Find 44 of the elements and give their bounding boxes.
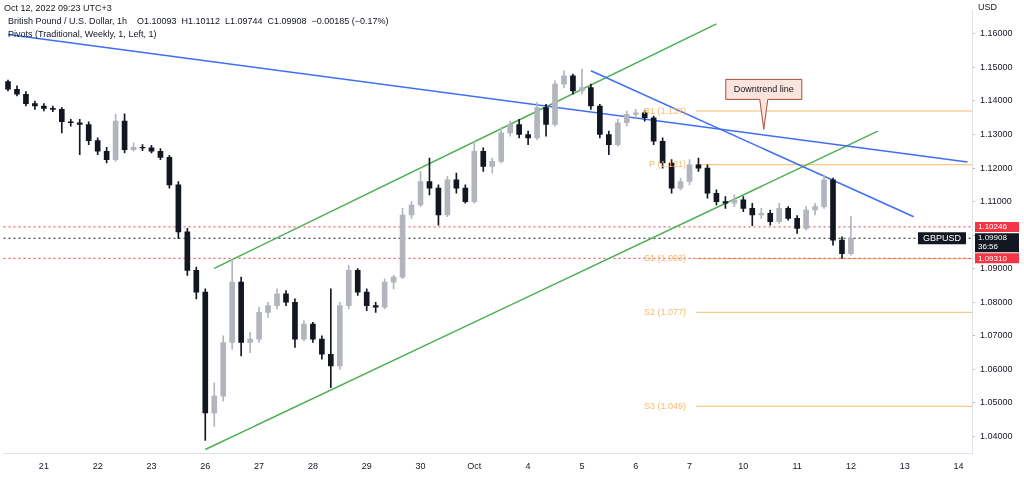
x-tick-label: 30 — [415, 461, 426, 472]
x-tick-label: 5 — [579, 461, 585, 472]
x-tick-label: 14 — [953, 461, 964, 472]
y-tick-label: 1.05000 — [980, 397, 1013, 408]
ref-line-label: 1.09908 36:56 — [978, 233, 1008, 252]
y-tick-label: 1.16000 — [980, 28, 1013, 39]
y-axis-title: USD — [978, 2, 998, 13]
x-tick-label: 4 — [525, 461, 531, 472]
y-tick-label: 1.11000 — [980, 196, 1012, 207]
x-tick-label: Oct — [467, 461, 482, 472]
ref-line-label: S2 (1.077) — [643, 306, 686, 317]
y-tick-label: 1.09000 — [980, 263, 1013, 274]
y-tick-label: 1.08000 — [980, 296, 1013, 307]
candlestick — [76, 119, 83, 155]
x-tick-label: 22 — [92, 461, 103, 472]
x-tick-label: 23 — [146, 461, 157, 472]
y-tick-label: 1.13000 — [980, 129, 1013, 139]
text: O1.10093 H1.10112 L1.09744 C1.09908 −0.00185 (−0.17%) — [137, 16, 389, 27]
candlestick — [632, 109, 639, 119]
y-tick-label: 1.06000 — [980, 363, 1013, 374]
annotation: Oct 12, 2022 09:23 UTC+3 — [4, 3, 112, 14]
ref-line-label: S1 (1.093) — [643, 253, 686, 264]
x-tick-label: 29 — [361, 461, 372, 472]
annotation: Downtrend line — [733, 83, 794, 94]
x-tick-label: 11 — [792, 461, 802, 472]
x-tick-label: 27 — [254, 461, 265, 472]
x-tick-label: 12 — [845, 461, 856, 472]
x-tick-label: 26 — [200, 461, 211, 472]
y-tick-label: 1.15000 — [980, 61, 1013, 72]
x-tick-label: 7 — [687, 461, 693, 472]
text: British Pound / U.S. Dollar, 1h — [8, 16, 128, 27]
y-tick-label: 1.12000 — [980, 162, 1013, 173]
x-tick-label: 21 — [38, 461, 49, 472]
y-tick-label: 1.07000 — [980, 330, 1013, 341]
x-tick-label: 10 — [738, 461, 749, 472]
ref-line-label: 1.10246 — [978, 222, 1008, 232]
x-tick-label: 13 — [899, 461, 910, 472]
y-tick-label: 1.14000 — [980, 95, 1013, 106]
y-tick-label: 1.04000 — [980, 430, 1013, 441]
x-tick-label: 28 — [307, 461, 318, 472]
ref-line-label: 1.09310 — [978, 253, 1008, 263]
x-tick-label: 6 — [633, 461, 639, 472]
annotation: GBPUSD — [922, 232, 962, 243]
ref-line-label: S3 (1.049) — [643, 400, 686, 411]
